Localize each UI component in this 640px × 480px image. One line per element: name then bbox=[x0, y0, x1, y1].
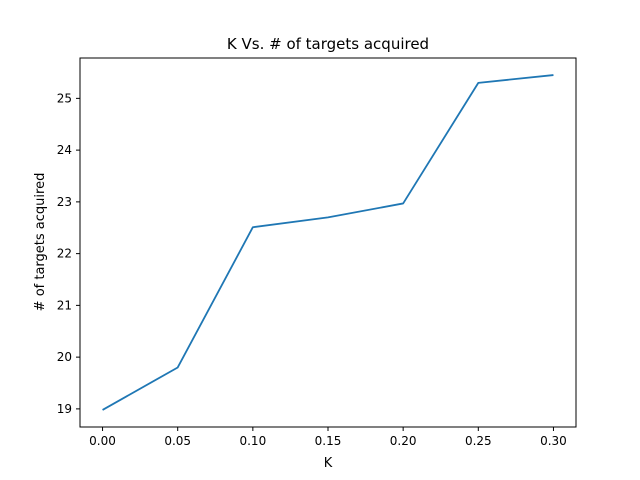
y-axis-ticks: 19 20 21 22 23 24 25 bbox=[57, 91, 80, 416]
y-tick-label: 21 bbox=[57, 298, 72, 312]
x-tick-label: 0.20 bbox=[390, 434, 417, 448]
y-tick-label: 20 bbox=[57, 350, 72, 364]
x-axis-ticks: 0.00 0.05 0.10 0.15 0.20 0.25 0.30 bbox=[89, 427, 567, 448]
y-tick-label: 22 bbox=[57, 247, 72, 261]
y-tick-label: 23 bbox=[57, 195, 72, 209]
x-tick-label: 0.05 bbox=[164, 434, 191, 448]
y-tick-label: 25 bbox=[57, 91, 72, 105]
x-tick-label: 0.30 bbox=[540, 434, 567, 448]
y-axis-label: # of targets acquired bbox=[33, 173, 48, 312]
axes-frame bbox=[79, 57, 577, 428]
plot-area bbox=[102, 74, 554, 411]
x-tick-label: 0.10 bbox=[239, 434, 266, 448]
series-line bbox=[102, 74, 554, 411]
chart-title: K Vs. # of targets acquired bbox=[227, 35, 429, 53]
y-tick-label: 24 bbox=[57, 143, 72, 157]
x-tick-label: 0.00 bbox=[89, 434, 116, 448]
y-tick-label: 19 bbox=[57, 402, 72, 416]
x-tick-label: 0.15 bbox=[315, 434, 342, 448]
x-axis-label: K bbox=[324, 456, 333, 471]
x-tick-label: 0.25 bbox=[465, 434, 492, 448]
